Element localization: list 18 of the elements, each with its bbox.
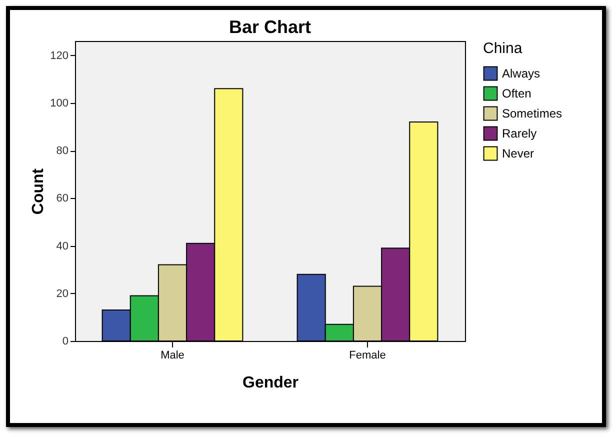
chart-title: Bar Chart [228, 17, 312, 37]
legend-label: Rarely [502, 126, 537, 140]
x-axis-title: Gender [242, 374, 299, 392]
legend-label: Always [502, 66, 540, 80]
y-tick-label: 60 [56, 192, 68, 205]
y-tick-label: 80 [56, 145, 68, 158]
y-tick-label: 20 [56, 288, 68, 300]
y-tick-label: 120 [50, 50, 68, 62]
legend-label: Often [502, 86, 532, 100]
y-tick-label: 0 [62, 336, 68, 348]
y-tick-label: 40 [56, 240, 68, 252]
y-axis-title: Count [30, 168, 48, 215]
x-tick-label: Male [160, 350, 184, 362]
x-tick-label: Female [349, 350, 386, 362]
y-tick-label: 100 [50, 97, 68, 110]
legend-title: China [483, 40, 523, 57]
legend-label: Sometimes [502, 106, 562, 120]
legend-label: Never [502, 146, 534, 160]
